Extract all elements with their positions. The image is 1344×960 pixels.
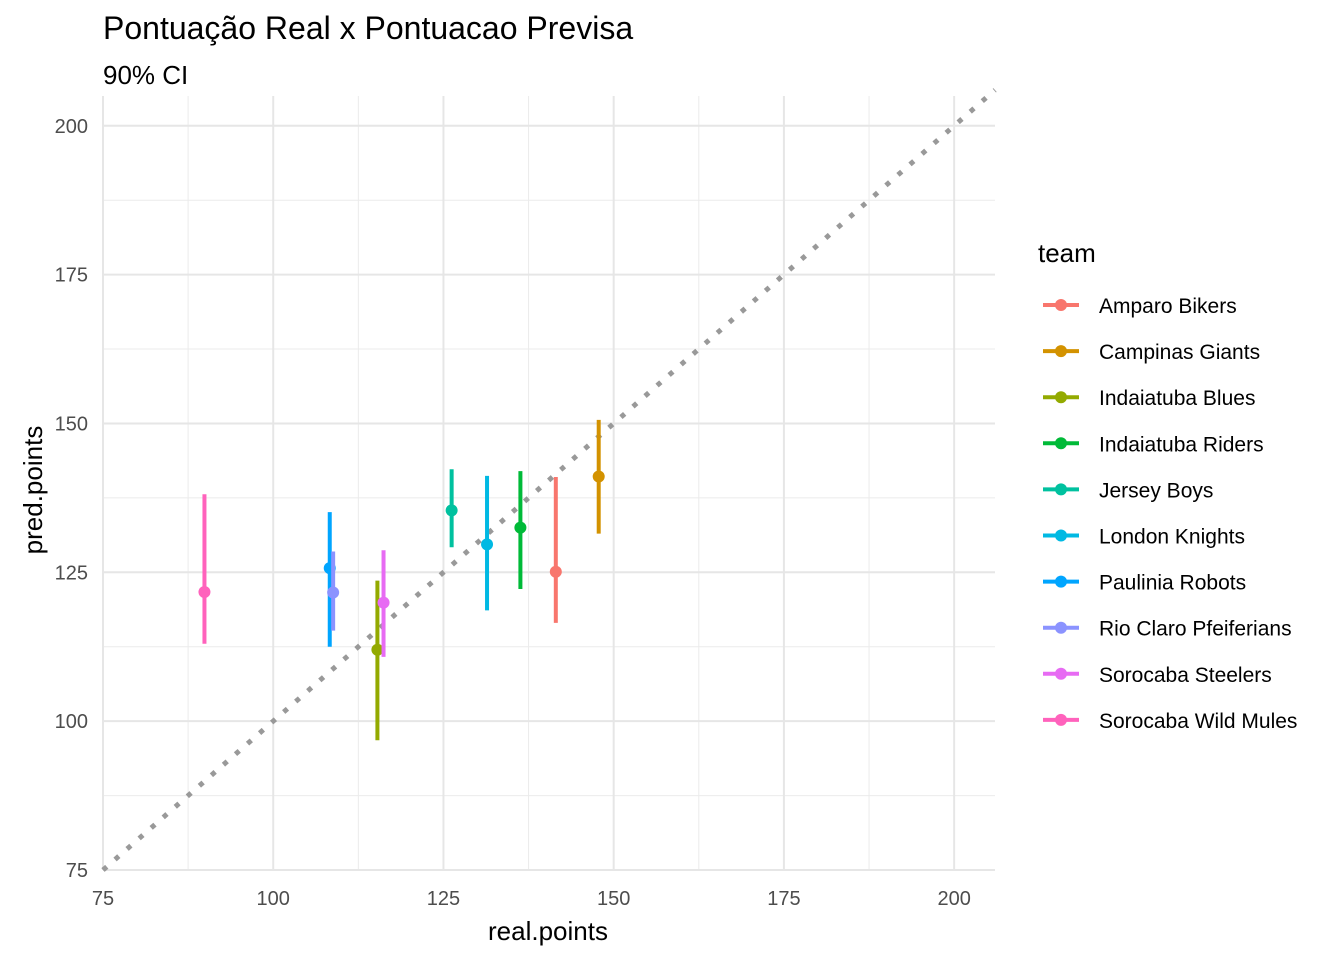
y-tick-label: 200 xyxy=(55,116,88,138)
tick-labels: 75 100 125 150 175 200 75 100 125 150 175 200 xyxy=(55,116,971,910)
legend-key-point xyxy=(1055,299,1067,311)
x-tick-label: 150 xyxy=(597,888,630,910)
y-tick-label: 75 xyxy=(66,860,88,882)
legend-label: Sorocaba Steelers xyxy=(1099,664,1272,687)
x-tick-label: 75 xyxy=(92,888,114,910)
legend-label: Amparo Bikers xyxy=(1099,295,1237,318)
legend-label: Sorocaba Wild Mules xyxy=(1099,710,1297,733)
y-tick-label: 150 xyxy=(55,413,88,435)
legend-key-point xyxy=(1055,345,1067,358)
y-tick-label: 100 xyxy=(55,711,88,733)
legend-label: Jersey Boys xyxy=(1099,479,1213,502)
legend: team Amparo Bikers Campinas Giants Indaiat… xyxy=(1038,238,1297,733)
chart-subtitle: 90% CI xyxy=(103,60,189,90)
legend-title: team xyxy=(1038,238,1096,268)
grid-lines xyxy=(102,96,995,871)
y-axis-title: pred.points xyxy=(18,426,48,555)
data-point xyxy=(549,565,562,578)
data-point xyxy=(514,521,527,534)
reference-line-group xyxy=(101,88,997,872)
data-point xyxy=(592,470,605,483)
data-point xyxy=(327,586,340,599)
legend-label: Indaiatuba Blues xyxy=(1099,387,1255,410)
x-tick-label: 200 xyxy=(937,888,970,910)
y-tick-label: 125 xyxy=(55,562,88,584)
legend-key-point xyxy=(1055,621,1067,634)
legend-key-point xyxy=(1055,529,1067,542)
data-point xyxy=(198,585,211,598)
data-point xyxy=(445,504,458,517)
legend-key-point xyxy=(1055,713,1067,726)
legend-label: Rio Claro Pfeiferians xyxy=(1099,618,1292,641)
x-tick-label: 100 xyxy=(257,888,290,910)
legend-label: Indaiatuba Riders xyxy=(1099,433,1264,456)
x-tick-label: 125 xyxy=(427,888,460,910)
x-tick-label: 175 xyxy=(767,888,800,910)
legend-key-point xyxy=(1055,391,1067,404)
legend-label: Campinas Giants xyxy=(1099,341,1260,364)
y-tick-label: 175 xyxy=(55,265,88,287)
legend-key-point xyxy=(1055,483,1067,496)
data-point xyxy=(481,538,494,551)
legend-label: Paulinia Robots xyxy=(1099,572,1246,595)
data-marks xyxy=(198,419,605,741)
legend-key-point xyxy=(1055,575,1067,588)
legend-key-point xyxy=(1055,437,1067,450)
data-point xyxy=(371,643,384,656)
identity-reference-line xyxy=(101,88,997,872)
legend-label: London Knights xyxy=(1099,526,1245,549)
chart-title: Pontuação Real x Pontuacao Previsa xyxy=(103,10,634,46)
x-axis-title: real.points xyxy=(488,916,608,946)
legend-key-point xyxy=(1055,667,1067,680)
data-point xyxy=(377,596,390,609)
